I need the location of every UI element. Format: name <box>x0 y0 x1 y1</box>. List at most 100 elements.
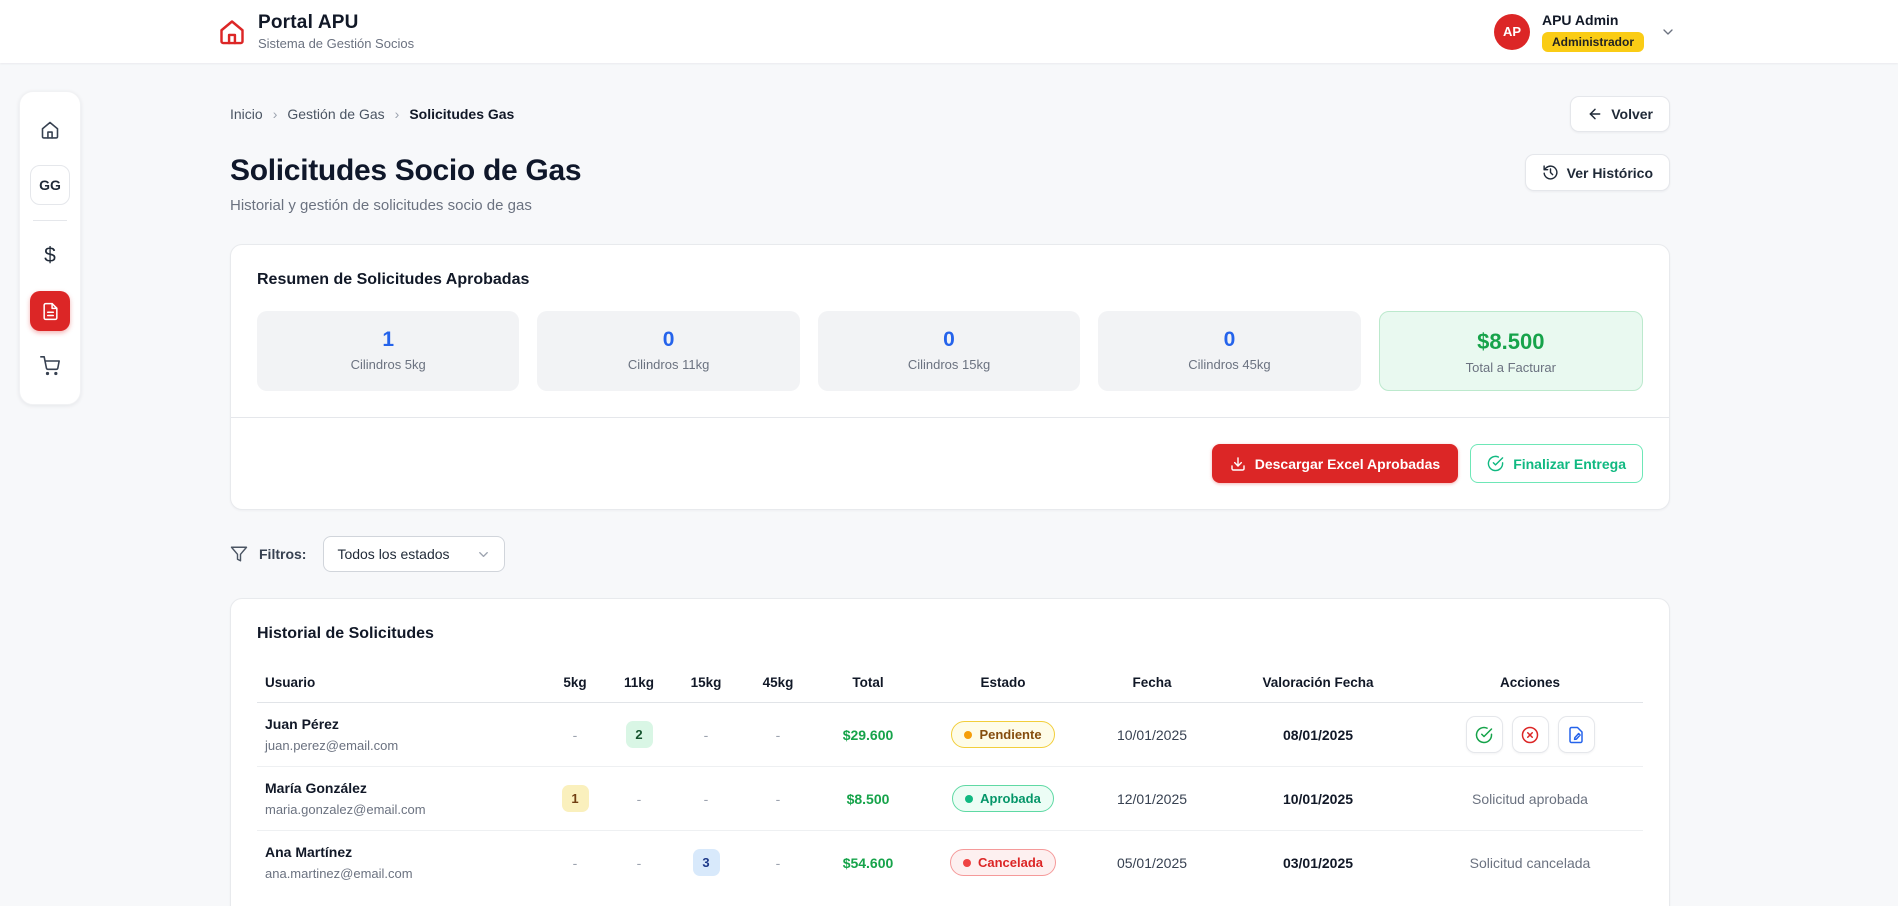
stat-cilindros-45kg: 0 Cilindros 45kg <box>1098 311 1361 391</box>
title-row: Solicitudes Socio de Gas Historial y ges… <box>230 154 1670 214</box>
count-badge: 2 <box>625 721 653 748</box>
back-button[interactable]: Volver <box>1570 96 1670 132</box>
user-name: Ana Martínez <box>265 844 353 860</box>
table-row: Ana Martínez ana.martinez@email.com - - … <box>257 831 1643 895</box>
sidebar-item-solicitudes[interactable] <box>30 291 70 331</box>
role-badge: Administrador <box>1541 31 1644 52</box>
download-excel-label: Descargar Excel Aprobadas <box>1254 455 1441 472</box>
back-button-label: Volver <box>1611 106 1653 122</box>
cell-fecha: 10/01/2025 <box>1085 702 1219 767</box>
user-email: maria.gonzalez@email.com <box>265 802 426 817</box>
main-content: Inicio › Gestión de Gas › Solicitudes Ga… <box>230 96 1670 906</box>
count-badge: 3 <box>692 849 720 876</box>
stat-label: Cilindros 15kg <box>907 357 991 372</box>
finish-delivery-button[interactable]: Finalizar Entrega <box>1470 444 1643 483</box>
cell-11kg: - <box>607 766 671 831</box>
user-email: juan.perez@email.com <box>265 738 399 753</box>
cart-icon <box>40 356 60 376</box>
stat-value: 0 <box>1223 328 1236 351</box>
cell-acciones <box>1417 702 1643 767</box>
history-button-label: Ver Histórico <box>1566 164 1653 181</box>
breadcrumb-separator: › <box>272 106 278 122</box>
stat-total-facturar: $8.500 Total a Facturar <box>1378 311 1644 391</box>
chevron-down-icon[interactable] <box>1660 24 1676 40</box>
user-cell: Juan Pérez juan.perez@email.com <box>257 702 543 767</box>
x-circle-icon <box>1521 726 1539 744</box>
finish-delivery-label: Finalizar Entrega <box>1513 455 1626 472</box>
stat-label: Cilindros 11kg <box>627 357 710 372</box>
summary-title: Resumen de Solicitudes Aprobadas <box>257 271 530 288</box>
user-menu[interactable]: AP APU Admin Administrador <box>1493 11 1676 52</box>
cell-11kg: - <box>636 854 642 871</box>
col-estado: Estado <box>921 665 1085 703</box>
stat-label: Cilindros 45kg <box>1188 357 1271 372</box>
breadcrumb-inicio[interactable]: Inicio <box>230 106 263 122</box>
cell-valoracion: 10/01/2025 <box>1219 766 1417 831</box>
avatar[interactable]: AP <box>1493 13 1530 50</box>
col-valoracion-fecha: Valoración Fecha <box>1219 665 1417 703</box>
filter-label: Filtros: <box>259 546 307 562</box>
filter-row: Filtros: Todos los estados <box>230 536 1670 572</box>
app-title: Portal APU <box>258 12 359 33</box>
cell-fecha: 12/01/2025 <box>1085 766 1219 831</box>
status-dot-icon <box>964 730 973 739</box>
history-button[interactable]: Ver Histórico <box>1524 154 1670 191</box>
stat-cilindros-15kg: 0 Cilindros 15kg <box>817 311 1081 391</box>
status-filter-value: Todos los estados <box>337 546 450 562</box>
edit-valuation-button[interactable] <box>1557 716 1595 753</box>
user-name: María González <box>265 780 367 796</box>
cell-acciones: Solicitud cancelada <box>1417 831 1643 895</box>
status-dot-icon <box>965 794 974 803</box>
table-header-row: Usuario 5kg 11kg 15kg 45kg Total Estado … <box>257 665 1643 703</box>
table-row: María González maria.gonzalez@email.com … <box>257 766 1643 831</box>
action-status-text: Solicitud aprobada <box>1472 790 1588 807</box>
home-logo-icon <box>218 18 246 46</box>
history-card: Historial de Solicitudes Usuario 5kg 11k… <box>230 598 1670 906</box>
sidebar-item-home[interactable] <box>30 110 70 150</box>
dollar-icon: $ <box>44 244 56 267</box>
top-header: Portal APU Sistema de Gestión Socios AP … <box>0 0 1898 63</box>
user-cell: María González maria.gonzalez@email.com <box>257 766 543 831</box>
title-block: Solicitudes Socio de Gas Historial y ges… <box>230 154 582 214</box>
download-excel-button[interactable]: Descargar Excel Aprobadas <box>1211 444 1459 483</box>
chevron-down-icon <box>476 547 491 562</box>
user-name: APU Admin <box>1541 11 1619 28</box>
cell-5kg: - <box>543 702 607 767</box>
cell-estado: Cancelada <box>921 831 1085 895</box>
status-badge: Aprobada <box>952 785 1054 812</box>
status-badge: Cancelada <box>949 849 1057 876</box>
col-fecha: Fecha <box>1085 665 1219 703</box>
reject-button[interactable] <box>1511 716 1549 753</box>
col-total: Total <box>815 665 921 703</box>
stats-row: 1 Cilindros 5kg 0 Cilindros 11kg 0 Cilin… <box>257 311 1644 391</box>
arrow-left-icon <box>1587 106 1603 122</box>
breadcrumb-gestion-gas[interactable]: Gestión de Gas <box>287 106 385 122</box>
home-icon <box>40 120 60 140</box>
cell-acciones: Solicitud aprobada <box>1417 766 1643 831</box>
stat-cilindros-5kg: 1 Cilindros 5kg <box>257 311 520 391</box>
summary-divider <box>231 417 1669 418</box>
solicitudes-table: Usuario 5kg 11kg 15kg 45kg Total Estado … <box>257 665 1643 894</box>
cell-5kg: - <box>572 854 578 871</box>
sidebar-item-gestion-gas[interactable]: GG <box>30 165 70 205</box>
cell-valoracion: 08/01/2025 <box>1219 702 1417 767</box>
stat-value: $8.500 <box>1477 329 1545 354</box>
brand: Portal APU Sistema de Gestión Socios <box>218 12 414 51</box>
cell-45kg: - <box>741 766 815 831</box>
check-circle-icon <box>1475 726 1493 744</box>
cell-45kg: - <box>775 854 781 871</box>
stat-label: Total a Facturar <box>1465 360 1556 375</box>
cell-estado: Aprobada <box>921 766 1085 831</box>
col-5kg: 5kg <box>543 665 607 703</box>
breadcrumb-separator: › <box>394 106 400 122</box>
action-status-text: Solicitud cancelada <box>1469 854 1591 871</box>
cell-total: $54.600 <box>842 854 894 871</box>
page-subtitle: Historial y gestión de solicitudes socio… <box>230 197 532 214</box>
status-filter-select[interactable]: Todos los estados <box>323 536 506 572</box>
sidebar-item-finanzas[interactable]: $ <box>30 236 70 276</box>
cell-11kg: 2 <box>607 702 671 767</box>
stat-value: 0 <box>943 328 955 351</box>
approve-button[interactable] <box>1465 716 1503 753</box>
cell-estado: Pendiente <box>921 702 1085 767</box>
sidebar-item-compras[interactable] <box>30 346 70 386</box>
